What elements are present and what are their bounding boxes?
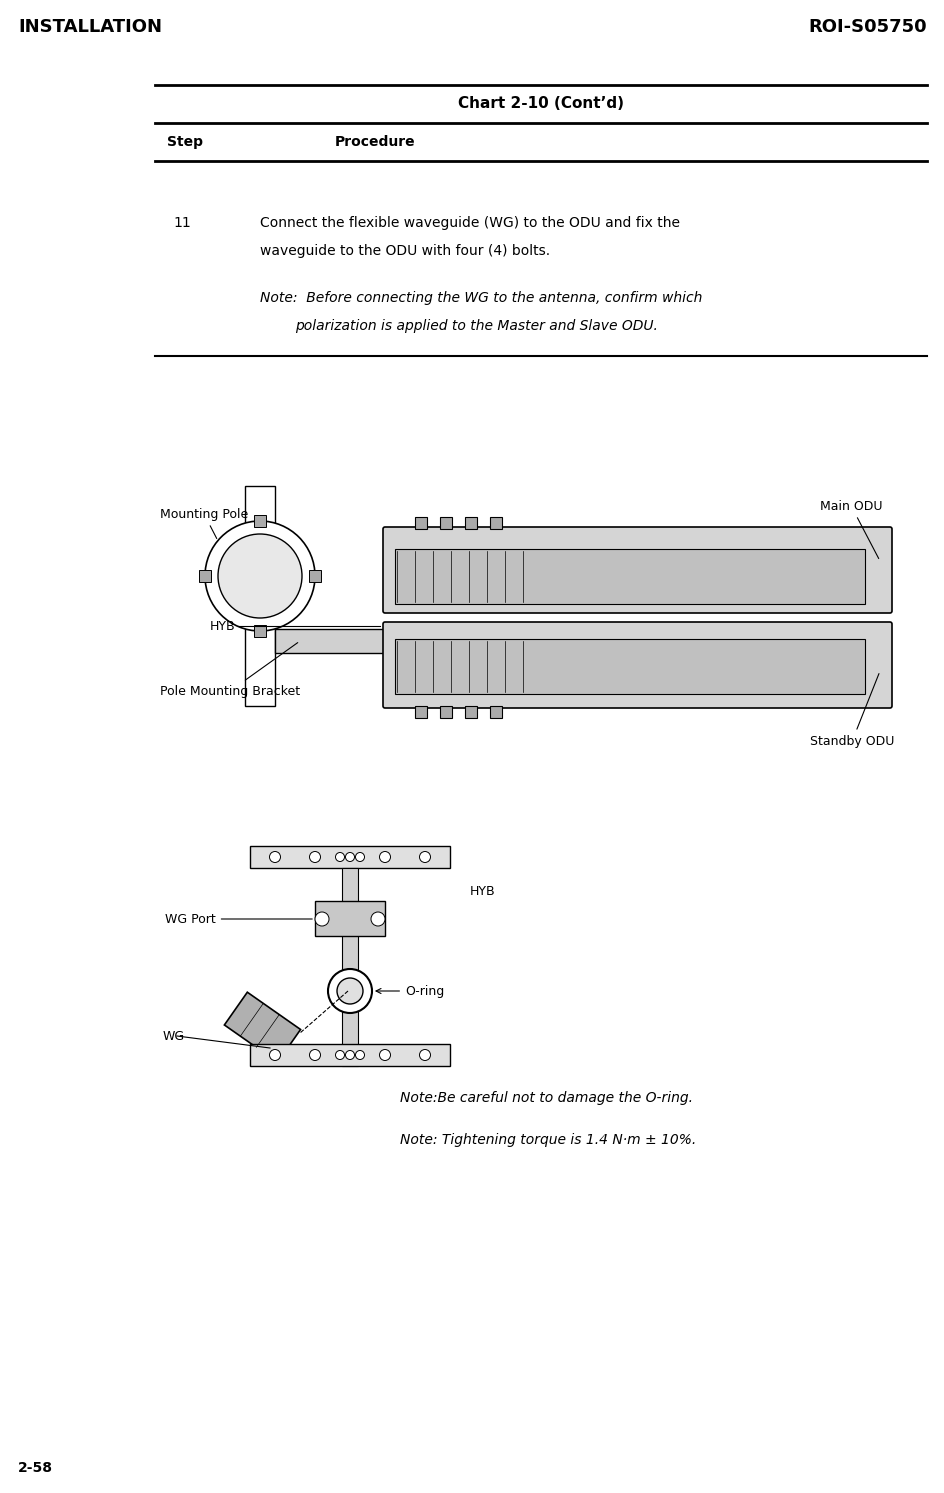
Bar xyxy=(342,867,358,1066)
Bar xyxy=(250,1044,449,1066)
Text: Standby ODU: Standby ODU xyxy=(809,673,893,748)
Text: Note: Tightening torque is 1.4 N·m ± 10%.: Note: Tightening torque is 1.4 N·m ± 10%… xyxy=(399,1133,696,1147)
Circle shape xyxy=(337,978,362,1003)
Text: Chart 2-10 (Cont’d): Chart 2-10 (Cont’d) xyxy=(458,97,623,112)
Text: O-ring: O-ring xyxy=(376,984,444,997)
Bar xyxy=(275,629,384,652)
Bar xyxy=(440,517,451,529)
Circle shape xyxy=(346,853,354,861)
Text: Procedure: Procedure xyxy=(334,134,415,149)
Text: polarization is applied to the Master and Slave ODU.: polarization is applied to the Master an… xyxy=(295,320,657,333)
Bar xyxy=(490,706,501,718)
Circle shape xyxy=(335,853,345,861)
Bar xyxy=(314,900,384,936)
FancyBboxPatch shape xyxy=(382,623,891,708)
Bar xyxy=(490,517,501,529)
Bar xyxy=(414,706,427,718)
Text: Note:Be careful not to damage the O-ring.: Note:Be careful not to damage the O-ring… xyxy=(399,1091,692,1105)
Circle shape xyxy=(310,851,320,863)
Text: 11: 11 xyxy=(173,216,191,230)
Text: HYB: HYB xyxy=(210,620,235,633)
Circle shape xyxy=(310,1050,320,1060)
Text: Pole Mounting Bracket: Pole Mounting Bracket xyxy=(160,642,300,697)
Text: 2-58: 2-58 xyxy=(18,1462,53,1475)
Circle shape xyxy=(218,534,302,618)
Bar xyxy=(254,515,265,527)
Text: WG: WG xyxy=(162,1030,185,1042)
Bar xyxy=(244,487,275,706)
Text: INSTALLATION: INSTALLATION xyxy=(18,18,161,36)
Bar xyxy=(464,706,477,718)
Circle shape xyxy=(379,851,390,863)
Circle shape xyxy=(371,912,384,926)
Text: Step: Step xyxy=(167,134,203,149)
Circle shape xyxy=(328,969,372,1012)
Circle shape xyxy=(335,1051,345,1060)
Circle shape xyxy=(269,1050,280,1060)
Bar xyxy=(199,570,211,582)
Text: HYB: HYB xyxy=(469,884,495,897)
Text: waveguide to the ODU with four (4) bolts.: waveguide to the ODU with four (4) bolts… xyxy=(260,243,549,258)
Circle shape xyxy=(269,851,280,863)
Circle shape xyxy=(379,1050,390,1060)
Text: Connect the flexible waveguide (WG) to the ODU and fix the: Connect the flexible waveguide (WG) to t… xyxy=(260,216,680,230)
Circle shape xyxy=(346,1051,354,1060)
Circle shape xyxy=(355,853,364,861)
FancyBboxPatch shape xyxy=(382,527,891,614)
Circle shape xyxy=(314,912,329,926)
Bar xyxy=(309,570,321,582)
Text: Main ODU: Main ODU xyxy=(819,500,882,558)
Bar xyxy=(464,517,477,529)
Circle shape xyxy=(419,851,430,863)
Text: ROI-S05750: ROI-S05750 xyxy=(807,18,926,36)
Bar xyxy=(395,639,864,694)
Text: Mounting Pole: Mounting Pole xyxy=(160,508,248,539)
Circle shape xyxy=(205,521,314,632)
Bar xyxy=(254,626,265,638)
Bar xyxy=(440,706,451,718)
Text: Note:  Before connecting the WG to the antenna, confirm which: Note: Before connecting the WG to the an… xyxy=(260,291,701,305)
Bar xyxy=(414,517,427,529)
Bar xyxy=(395,549,864,605)
Circle shape xyxy=(419,1050,430,1060)
Circle shape xyxy=(355,1051,364,1060)
Polygon shape xyxy=(224,993,300,1062)
Text: WG Port: WG Port xyxy=(165,912,312,926)
Bar xyxy=(250,847,449,867)
